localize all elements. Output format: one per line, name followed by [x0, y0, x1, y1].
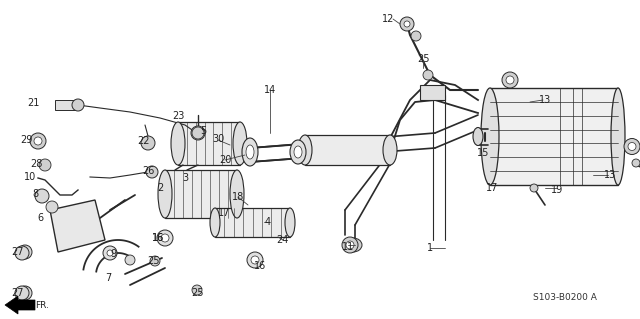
Circle shape — [192, 127, 204, 139]
Ellipse shape — [611, 88, 625, 185]
Circle shape — [125, 255, 135, 265]
Text: 1: 1 — [427, 243, 433, 253]
Text: 9: 9 — [110, 249, 116, 259]
Text: 6: 6 — [37, 213, 43, 223]
Circle shape — [18, 245, 32, 259]
Circle shape — [146, 166, 158, 178]
Circle shape — [411, 31, 421, 41]
Polygon shape — [5, 296, 35, 314]
Text: 23: 23 — [172, 111, 184, 121]
Circle shape — [15, 246, 29, 260]
Ellipse shape — [158, 170, 172, 218]
Circle shape — [46, 201, 58, 213]
Text: 18: 18 — [232, 192, 244, 202]
Text: 17: 17 — [218, 208, 230, 218]
Text: 15: 15 — [477, 148, 489, 158]
Text: 22: 22 — [137, 136, 149, 146]
Text: 16: 16 — [152, 233, 164, 243]
Ellipse shape — [242, 138, 258, 166]
Text: 19: 19 — [551, 185, 563, 195]
Text: 20: 20 — [219, 155, 231, 165]
Circle shape — [157, 230, 173, 246]
Circle shape — [18, 286, 32, 300]
Text: 21: 21 — [27, 98, 39, 108]
Text: 16: 16 — [254, 261, 266, 271]
Text: 17: 17 — [486, 183, 498, 193]
Circle shape — [506, 76, 514, 84]
Text: 7: 7 — [105, 273, 111, 283]
Ellipse shape — [294, 146, 302, 158]
Text: 8: 8 — [32, 189, 38, 199]
Text: 16: 16 — [152, 233, 164, 243]
Circle shape — [39, 159, 51, 171]
Circle shape — [346, 241, 354, 249]
Polygon shape — [50, 200, 105, 252]
Circle shape — [632, 159, 640, 167]
Text: 25: 25 — [147, 256, 159, 266]
Ellipse shape — [285, 208, 295, 237]
Circle shape — [342, 237, 358, 253]
Circle shape — [251, 256, 259, 264]
Circle shape — [141, 136, 155, 150]
Ellipse shape — [473, 128, 483, 145]
Circle shape — [103, 246, 117, 260]
Circle shape — [161, 234, 169, 242]
Ellipse shape — [481, 88, 499, 185]
Circle shape — [30, 133, 46, 149]
Ellipse shape — [230, 170, 244, 218]
Text: 13: 13 — [539, 95, 551, 105]
Circle shape — [247, 252, 263, 268]
Text: 10: 10 — [24, 172, 36, 182]
Circle shape — [624, 138, 640, 154]
Text: 14: 14 — [264, 85, 276, 95]
Ellipse shape — [210, 208, 220, 237]
Ellipse shape — [344, 238, 362, 252]
Text: 28: 28 — [30, 159, 42, 169]
Text: 24: 24 — [276, 235, 288, 245]
Text: 30: 30 — [212, 134, 224, 144]
Text: 13: 13 — [604, 170, 616, 180]
Text: 25: 25 — [191, 288, 204, 298]
Polygon shape — [420, 85, 445, 100]
Ellipse shape — [233, 122, 247, 165]
Ellipse shape — [171, 122, 185, 165]
Text: 27: 27 — [12, 247, 24, 257]
Circle shape — [15, 286, 29, 300]
Text: 27: 27 — [12, 288, 24, 298]
Ellipse shape — [246, 145, 254, 159]
Bar — [305, 135, 390, 165]
Circle shape — [192, 285, 202, 295]
Circle shape — [502, 72, 518, 88]
Bar — [178, 122, 240, 165]
Circle shape — [34, 137, 42, 145]
Text: 2: 2 — [157, 183, 163, 193]
Text: S103-B0200 A: S103-B0200 A — [533, 293, 597, 302]
Ellipse shape — [383, 135, 397, 165]
Text: 26: 26 — [142, 166, 154, 176]
Bar — [490, 88, 618, 185]
Circle shape — [191, 126, 205, 140]
Text: 4: 4 — [265, 217, 271, 227]
Bar — [55, 100, 75, 110]
Text: 5: 5 — [200, 126, 206, 136]
Text: 12: 12 — [382, 14, 394, 24]
Text: 29: 29 — [20, 135, 32, 145]
Bar — [165, 170, 237, 218]
Circle shape — [404, 21, 410, 27]
Bar — [215, 208, 290, 237]
Circle shape — [530, 184, 538, 192]
Text: 3: 3 — [182, 173, 188, 183]
Text: 11: 11 — [342, 242, 354, 252]
Circle shape — [150, 256, 160, 266]
Circle shape — [400, 17, 414, 31]
Text: FR.: FR. — [35, 301, 49, 310]
Text: 25: 25 — [417, 54, 429, 64]
Circle shape — [107, 250, 113, 256]
Ellipse shape — [298, 135, 312, 165]
Circle shape — [35, 189, 49, 203]
Circle shape — [72, 99, 84, 111]
Circle shape — [423, 70, 433, 80]
Ellipse shape — [290, 140, 306, 164]
Circle shape — [628, 143, 636, 151]
